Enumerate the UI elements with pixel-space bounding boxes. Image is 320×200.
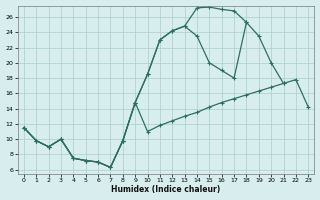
X-axis label: Humidex (Indice chaleur): Humidex (Indice chaleur) [111, 185, 221, 194]
